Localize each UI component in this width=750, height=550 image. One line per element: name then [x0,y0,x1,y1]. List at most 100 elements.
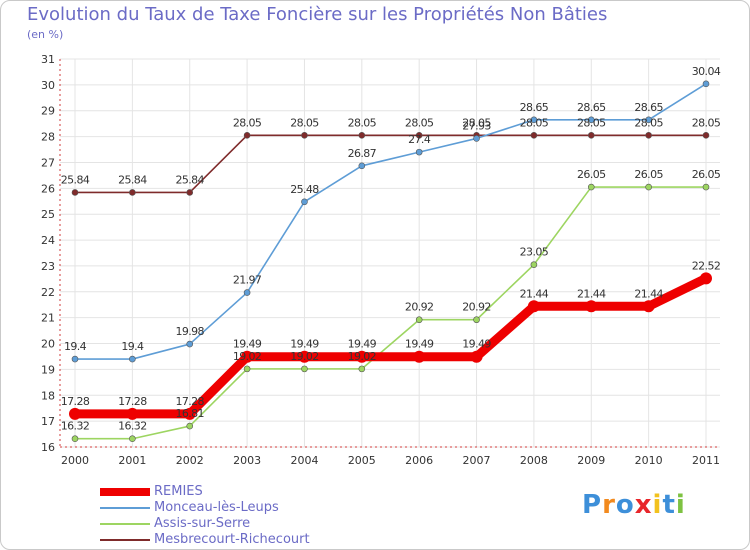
data-label: 28.65 [577,101,606,114]
data-label: 28.05 [405,116,434,129]
logo-letter: x [634,490,653,520]
x-tick-label: 2010 [635,454,663,467]
x-tick-label: 2004 [290,454,318,467]
data-point [415,148,423,156]
data-label: 17.28 [118,395,147,408]
data-label: 19.49 [348,338,377,351]
proxiti-logo: Proxiti [582,490,686,520]
data-label: 28.05 [348,116,377,129]
y-axis-unit-label: (en %) [27,28,64,41]
data-point [358,365,366,373]
series-line-mesbrecourt-richecourt [74,134,707,194]
data-label: 28.05 [634,116,663,129]
logo-letter: r [602,490,616,520]
data-point [645,132,652,139]
data-point [129,435,136,443]
data-label: 16.32 [118,420,147,433]
y-tick-label: 30 [41,79,55,92]
legend-label-assis: Assis-sur-Serre [154,516,251,531]
data-label: 26.05 [577,168,606,181]
data-label: 28.65 [520,101,549,114]
y-tick-label: 23 [41,260,55,273]
data-label: 19.49 [290,338,319,351]
series-line-remies [70,273,711,419]
legend-label-monceau: Monceau-lès-Leups [154,500,279,515]
data-label: 26.05 [692,168,721,181]
data-point [645,116,652,124]
data-point [301,198,308,206]
x-tick-label: 2008 [520,454,548,467]
data-point [298,350,311,363]
data-label: 30.04 [692,65,721,78]
data-label: 17.28 [61,395,90,408]
legend-swatch-assis [100,523,150,525]
x-tick-label: 2003 [233,454,261,467]
data-label: 19.02 [290,350,319,363]
data-label: 28.05 [520,116,549,129]
logo-letter: i [675,490,686,520]
series-line-assis-sur-serre [74,186,707,440]
data-point [530,132,538,139]
y-tick-label: 19 [41,363,55,376]
data-point [71,355,79,363]
logo-letter: t [662,490,676,520]
data-label: 21.97 [233,274,262,287]
data-point [243,365,251,373]
data-label: 19.02 [348,350,377,363]
data-point [69,407,81,420]
logo-letter: i [652,490,663,520]
legend-label-remies: REMIES [154,484,203,499]
data-point [355,350,368,363]
data-label: 26.87 [348,147,377,160]
y-tick-label: 29 [41,105,55,118]
data-point [71,189,79,196]
data-point [702,132,710,139]
data-point [126,407,139,420]
data-point [415,316,423,324]
data-point [587,183,595,191]
y-tick-label: 22 [41,286,55,299]
data-point [530,261,538,268]
data-label: 23.05 [520,246,549,259]
data-label: 16.81 [175,407,204,420]
data-point [301,365,308,373]
data-point [585,300,598,313]
data-label: 28.05 [462,116,491,129]
logo-letter: P [582,490,603,520]
y-tick-label: 18 [41,389,55,402]
x-tick-label: 2002 [176,454,204,467]
data-point [702,183,710,191]
data-label: 21.44 [634,287,663,300]
data-label: 20.92 [405,301,434,314]
series-line-monceau-l-s-leups [74,83,707,360]
data-label: 17.28 [175,395,204,408]
x-tick-label: 2011 [692,454,720,467]
data-point [473,316,480,324]
data-point [71,435,79,443]
data-point [358,132,366,139]
data-label: 27.4 [408,133,431,146]
x-tick-label: 2001 [118,454,146,467]
data-label: 26.05 [634,168,663,181]
data-point [129,355,136,363]
data-label: 19.49 [405,338,434,351]
data-label: 27.93 [462,119,491,132]
y-tick-label: 26 [41,182,55,195]
legend-swatch-remies [100,488,150,496]
data-point [186,189,194,196]
data-point [700,272,712,285]
data-point [358,162,366,170]
data-label: 28.05 [290,116,319,129]
data-point [186,340,194,348]
data-label: 25.84 [118,173,147,186]
data-label: 28.05 [233,116,262,129]
data-label: 19.49 [462,338,491,351]
data-label: 21.44 [520,287,549,300]
data-point [183,407,196,420]
x-tick-label: 2009 [577,454,605,467]
data-label: 19.98 [175,325,204,338]
x-tick-label: 2000 [61,454,89,467]
y-tick-label: 31 [41,53,55,66]
